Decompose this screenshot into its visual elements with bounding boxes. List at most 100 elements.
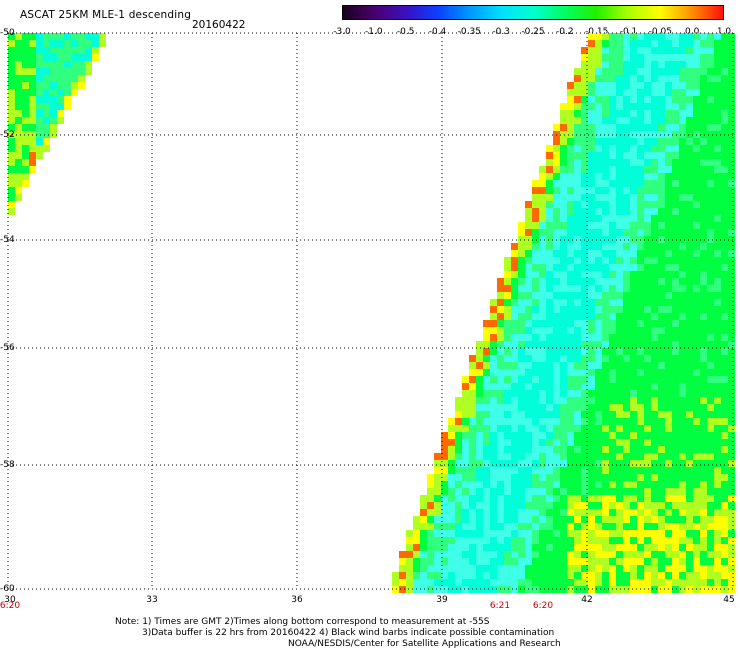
swath-cell [693,89,700,96]
swath-cell [609,474,616,481]
swath-cell [581,159,588,166]
swath-cell [22,61,29,68]
swath-cell [476,439,483,446]
swath-cell [665,222,672,229]
swath-cell [714,306,721,313]
swath-cell [43,138,50,145]
swath-cell [504,467,511,474]
swath-cell [567,152,574,159]
swath-cell [546,306,553,313]
swath-cell [595,390,602,397]
swath-cell [574,264,581,271]
swath-cell [707,446,714,453]
swath-cell [644,89,651,96]
swath-cell [588,75,595,82]
swath-cell [413,523,420,530]
swath-cell [476,467,483,474]
swath-cell [490,467,497,474]
swath-cell [525,208,532,215]
swath-cell [623,390,630,397]
swath-cell [630,341,637,348]
swath-cell [700,313,707,320]
swath-cell [644,208,651,215]
swath-cell [679,166,686,173]
swath-cell [553,397,560,404]
swath-cell [679,103,686,110]
swath-cell [483,432,490,439]
latitude-label: -52 [0,130,15,140]
swath-cell [553,502,560,509]
swath-cell [518,516,525,523]
swath-cell [728,495,735,502]
swath-cell [609,572,616,579]
swath-cell [665,446,672,453]
swath-cell [567,439,574,446]
swath-cell [518,509,525,516]
swath-cell [623,236,630,243]
swath-cell [497,334,504,341]
swath-cell [651,117,658,124]
swath-cell [609,313,616,320]
swath-cell [700,89,707,96]
swath-cell [595,467,602,474]
swath-cell [532,579,539,586]
swath-cell [511,404,518,411]
swath-cell [700,537,707,544]
swath-cell [64,82,71,89]
swath-cell [644,523,651,530]
swath-cell [511,481,518,488]
swath-cell [560,383,567,390]
swath-cell [553,334,560,341]
swath-cell [532,509,539,516]
swath-cell [588,117,595,124]
swath-cell [700,376,707,383]
swath-cell [560,152,567,159]
swath-cell [574,404,581,411]
swath-cell [630,397,637,404]
swath-cell [455,460,462,467]
swath-cell [553,306,560,313]
swath-cell [553,355,560,362]
swath-cell [588,40,595,47]
swath-cell [616,439,623,446]
swath-cell [497,425,504,432]
swath-cell [560,124,567,131]
swath-cell [427,551,434,558]
swath-cell [609,481,616,488]
swath-cell [637,369,644,376]
swath-cell [532,348,539,355]
swath-cell [651,537,658,544]
swath-cell [469,516,476,523]
swath-cell [637,341,644,348]
swath-cell [665,495,672,502]
swath-cell [644,47,651,54]
swath-cell [560,334,567,341]
swath-cell [574,348,581,355]
swath-cell [679,208,686,215]
swath-cell [651,243,658,250]
swath-cell [560,439,567,446]
swath-cell [623,222,630,229]
swath-cell [714,376,721,383]
swath-cell [707,47,714,54]
swath-cell [658,495,665,502]
swath-cell [483,369,490,376]
swath-cell [672,103,679,110]
swath-cell [623,376,630,383]
swath-cell [686,446,693,453]
swath-cell [560,474,567,481]
swath-cell [623,208,630,215]
swath-cell [560,166,567,173]
swath-cell [546,320,553,327]
swath-cell [490,460,497,467]
swath-cell [469,362,476,369]
swath-cell [630,159,637,166]
swath-cell [532,572,539,579]
swath-cell [546,446,553,453]
swath-cell [539,334,546,341]
swath-cell [497,579,504,586]
swath-cell [630,229,637,236]
swath-cell [721,278,728,285]
swath-cell [700,145,707,152]
swath-cell [693,425,700,432]
